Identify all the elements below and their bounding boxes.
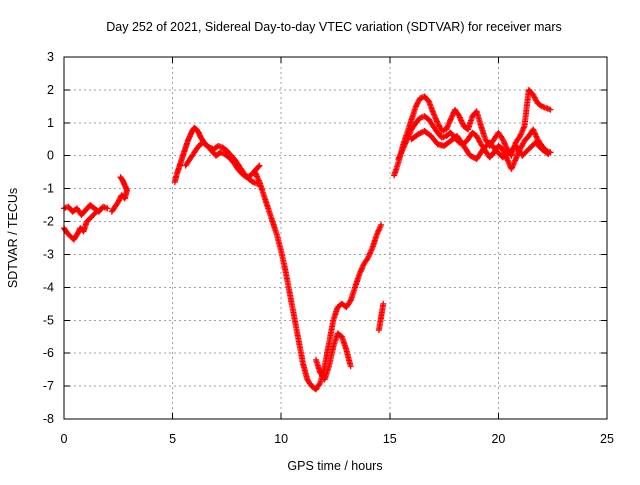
gridlines xyxy=(64,57,607,419)
series-trace-i xyxy=(375,300,387,334)
series-trace-h xyxy=(313,330,354,383)
data-markers xyxy=(252,169,385,393)
series-trace-f xyxy=(182,139,263,181)
y-tick-label: 0 xyxy=(47,149,54,163)
series-trace-k xyxy=(395,113,554,172)
plot-frame xyxy=(63,56,608,420)
series-trace-d xyxy=(117,174,130,194)
x-tick-label: 20 xyxy=(491,432,505,446)
series-trace-l xyxy=(408,128,552,162)
y-tick-label: -1 xyxy=(43,182,54,196)
y-axis-label: SDTVAR / TECUs xyxy=(6,188,20,288)
data-markers xyxy=(182,139,263,181)
y-tick-label: -5 xyxy=(43,313,54,327)
x-tick-label: 0 xyxy=(61,432,68,446)
y-tick-label: -2 xyxy=(43,215,54,229)
y-tick-label: 1 xyxy=(47,116,54,130)
x-axis-label: GPS time / hours xyxy=(287,459,382,473)
x-tick-label: 15 xyxy=(383,432,397,446)
y-tick-label: -6 xyxy=(43,346,54,360)
data-markers xyxy=(108,187,130,215)
y-tick-label: 2 xyxy=(47,83,54,97)
series-trace-g xyxy=(252,169,385,393)
y-tick-label: 3 xyxy=(47,50,54,64)
y-tick-label: -3 xyxy=(43,247,54,261)
data-points xyxy=(61,86,554,393)
x-tick-label: 10 xyxy=(274,432,288,446)
data-markers xyxy=(395,113,554,172)
y-tick-label: -8 xyxy=(43,412,54,426)
data-markers xyxy=(313,330,354,383)
data-markers xyxy=(117,174,130,194)
data-markers xyxy=(408,128,552,162)
y-tick-label: -7 xyxy=(43,379,54,393)
x-tick-label: 5 xyxy=(169,432,176,446)
y-tick-label: -4 xyxy=(43,280,54,294)
data-markers xyxy=(61,202,111,218)
x-tick-label: 25 xyxy=(600,432,614,446)
series-trace-a xyxy=(61,202,111,218)
series-trace-c xyxy=(108,187,130,215)
data-markers xyxy=(375,300,387,334)
chart-title: Day 252 of 2021, Sidereal Day-to-day VTE… xyxy=(106,20,562,34)
tick-labels: 0 5 10 15 20 25 -8 -7 -6 -5 -4 -3 -2 -1 0 1 2 3 xyxy=(43,50,614,446)
